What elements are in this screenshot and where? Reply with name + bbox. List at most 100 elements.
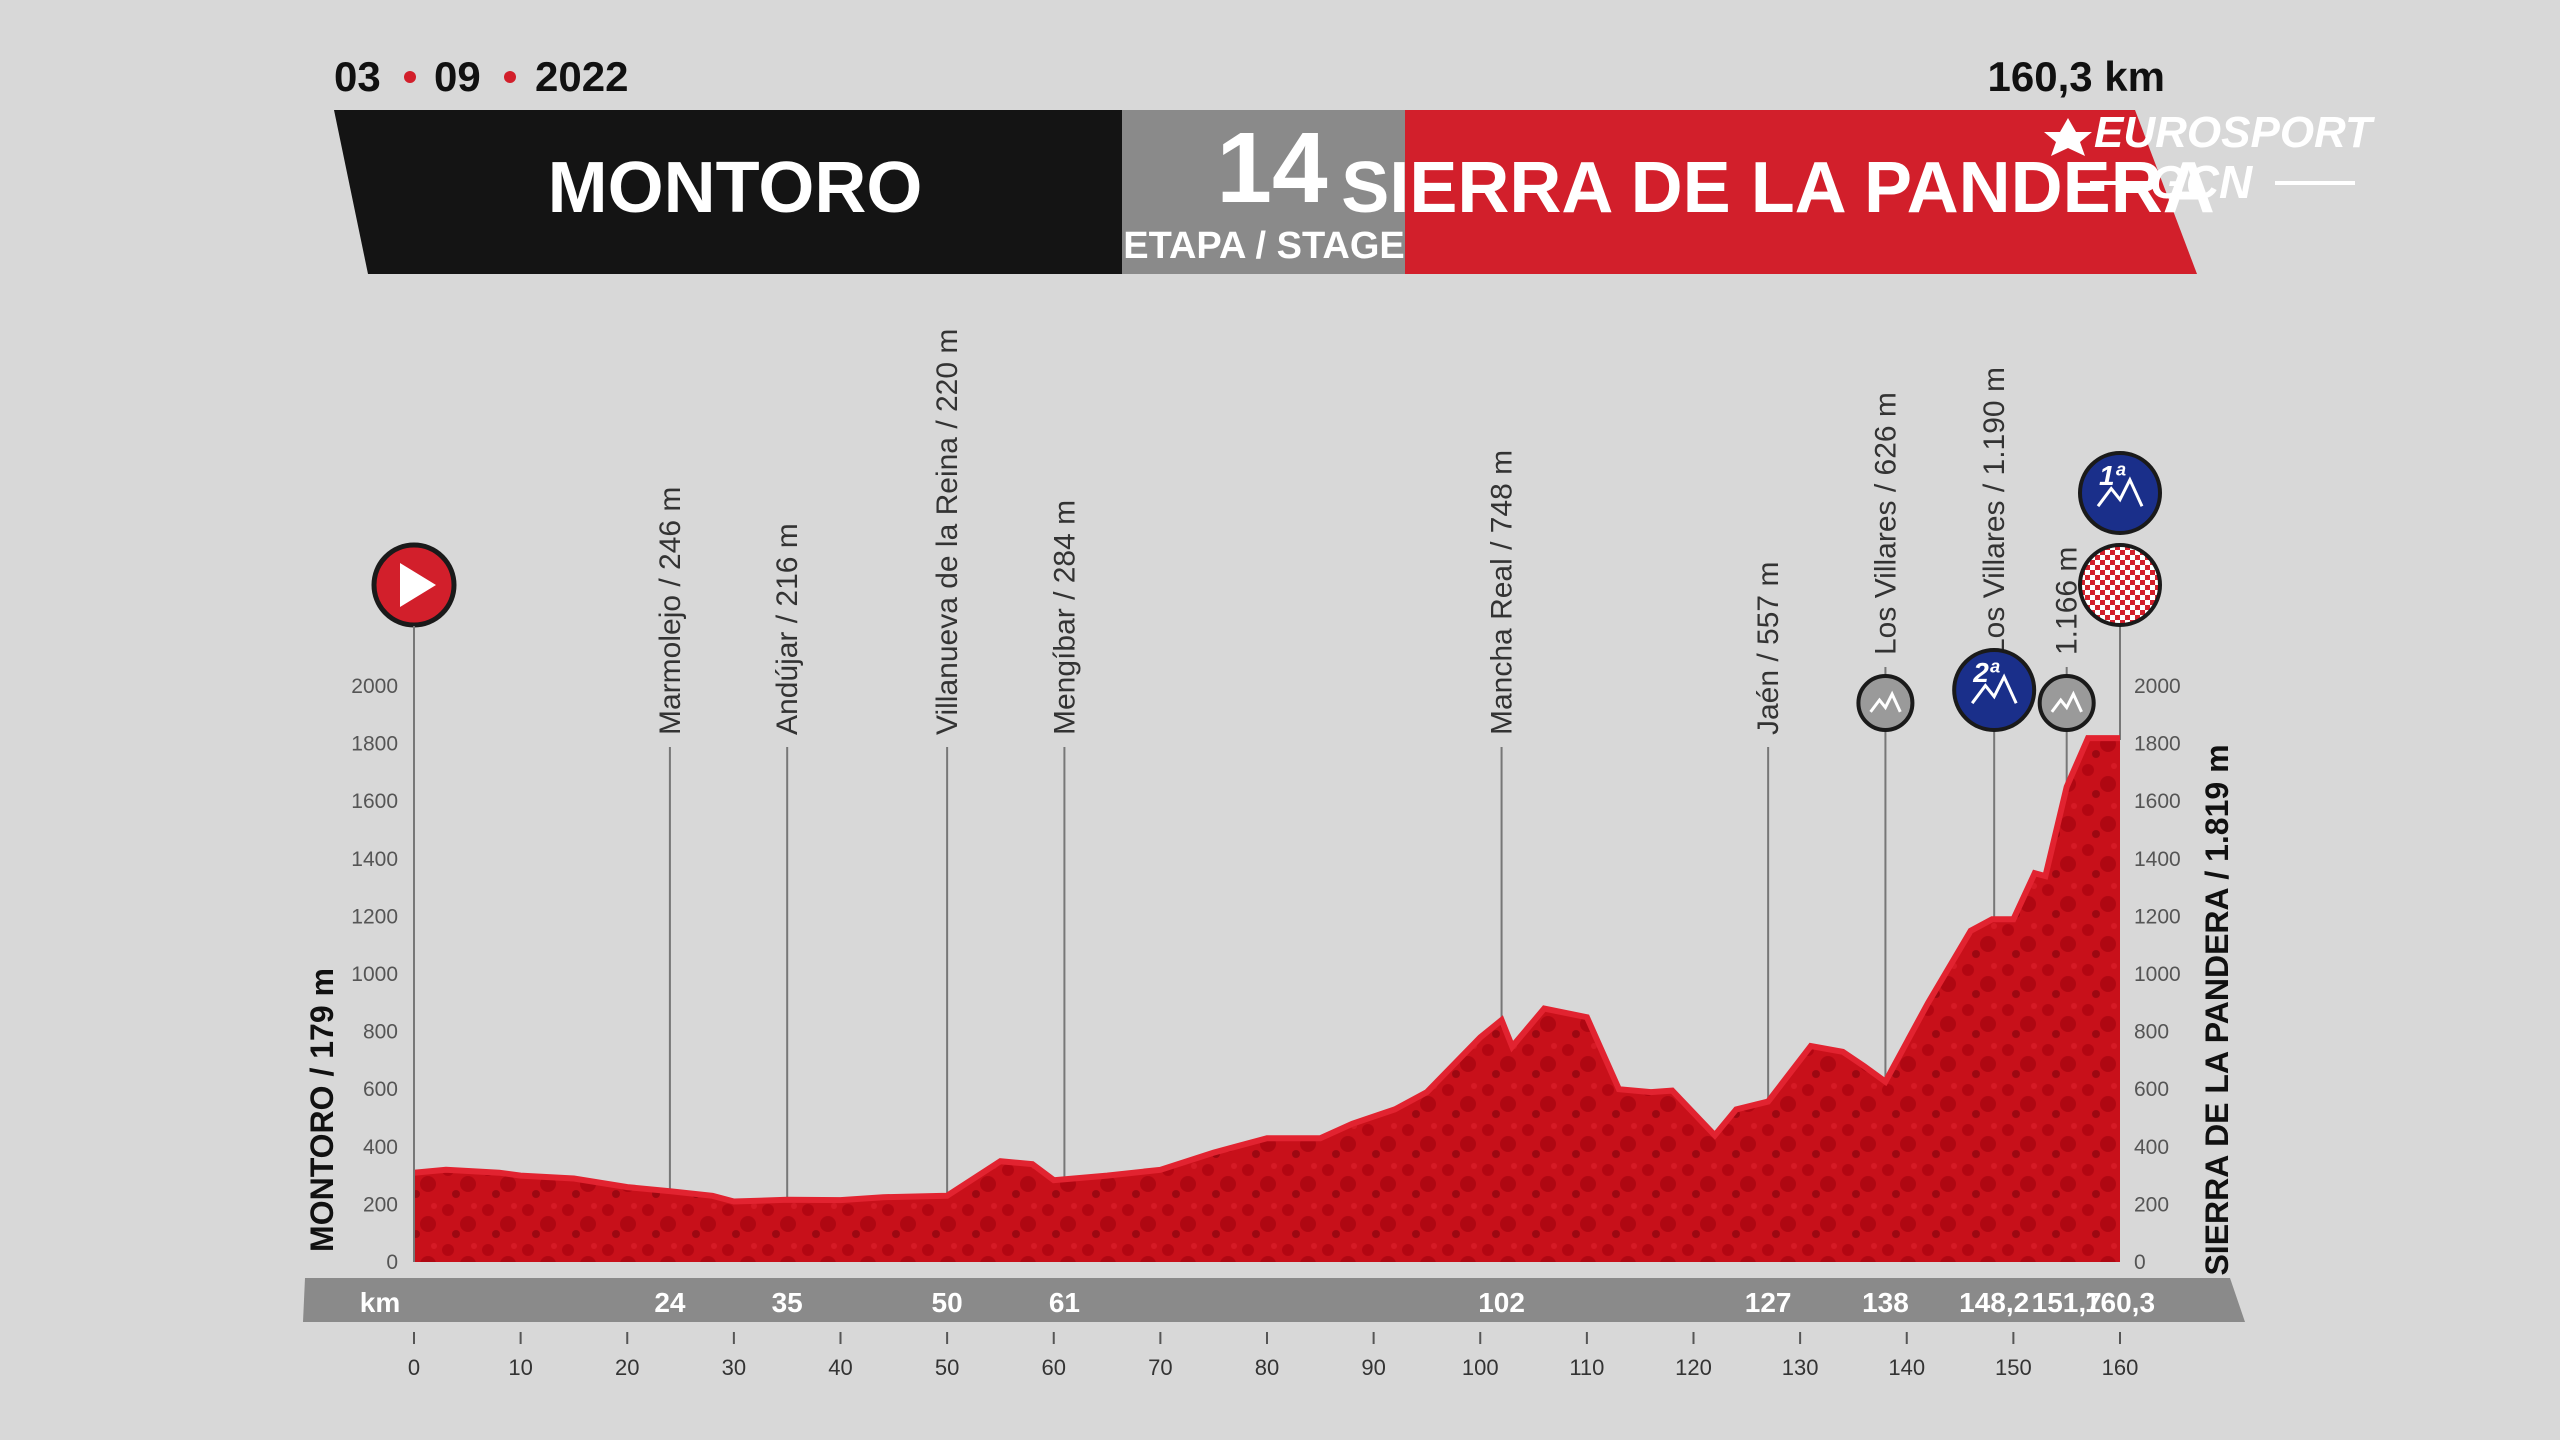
x-tick-label: 160 (2102, 1355, 2139, 1380)
stage-distance: 160,3 km (1988, 53, 2165, 100)
logo-line2: GCN (2150, 156, 2253, 208)
play-icon (371, 542, 457, 628)
marker-label: 1.166 m (2051, 547, 2084, 655)
climb-badges: 2ª 1ª (1856, 451, 2162, 732)
climb-category-label: 1ª (2099, 460, 2126, 491)
x-tick-label: 20 (615, 1355, 639, 1380)
y-tick-label-left: 1000 (351, 963, 398, 986)
x-tick-label: 0 (408, 1355, 420, 1380)
marker-label: Los Villares / 1.190 m (1978, 367, 2011, 655)
mountain-glyph (1970, 673, 2018, 705)
mountain-icon (2037, 674, 2096, 732)
y-tick-label-left: 600 (363, 1078, 398, 1101)
y-tick-label-left: 0 (386, 1251, 398, 1274)
km-band-value: 35 (772, 1287, 803, 1318)
y-tick-label-right: 1000 (2134, 963, 2181, 986)
km-band-label: km (360, 1287, 400, 1318)
marker-label: Villanueva de la Reina / 220 m (931, 329, 964, 735)
finish-elevation-label: SIERRA DE LA PANDERA / 1.819 m (2199, 744, 2235, 1275)
mountain-glyph (1869, 690, 1902, 713)
marker-label: Andújar / 216 m (771, 523, 804, 735)
mountain-icon (2078, 451, 2162, 535)
km-band-value: 151,7 (2032, 1287, 2102, 1318)
climb-category-label: 2ª (1972, 657, 2000, 688)
logo-line1: EUROSPORT (2094, 108, 2375, 157)
km-band-value: 61 (1049, 1287, 1080, 1318)
y-tick-label-right: 1200 (2134, 905, 2181, 928)
y-tick-label-right: 1600 (2134, 790, 2181, 813)
km-band-value: 160,3 (2085, 1287, 2155, 1318)
profile-ridge-line (413, 735, 2120, 1205)
date-month: 09 (434, 53, 481, 100)
y-tick-label-left: 1200 (351, 905, 398, 928)
x-tick-label: 30 (722, 1355, 746, 1380)
marker-label: Los Villares / 626 m (1869, 392, 1902, 655)
x-tick-label: 100 (1462, 1355, 1499, 1380)
marker-label: Jaén / 557 m (1752, 562, 1785, 735)
x-tick-label: 140 (1888, 1355, 1925, 1380)
x-tick-label: 110 (1569, 1355, 1604, 1380)
y-tick-label-left: 800 (363, 1021, 398, 1044)
x-tick-label: 150 (1995, 1355, 2032, 1380)
date-day: 03 (334, 53, 381, 100)
finish-banner (1405, 110, 2197, 274)
y-tick-label-left: 1800 (351, 733, 398, 756)
x-tick-label: 130 (1782, 1355, 1819, 1380)
star-icon (2044, 118, 2092, 156)
stage-number-panel (1122, 110, 1405, 274)
elevation-profile (413, 735, 2120, 1262)
km-band-value: 127 (1745, 1287, 1792, 1318)
finish-town: SIERRA DE LA PANDERA (1341, 148, 2214, 228)
y-tick-label-right: 400 (2134, 1136, 2169, 1159)
elevation-axis: 0 0 200 200 400 400 600 600 800 800 1000 1000 1200 12… (351, 675, 2180, 1274)
date-year: 2022 (535, 53, 628, 100)
y-tick-label-right: 800 (2134, 1021, 2169, 1044)
x-tick-label: 120 (1675, 1355, 1712, 1380)
y-tick-label-right: 0 (2134, 1251, 2146, 1274)
km-band-value: 24 (654, 1287, 686, 1318)
start-elevation-label: MONTORO / 179 m (304, 968, 340, 1252)
x-tick-label: 80 (1255, 1355, 1279, 1380)
km-band (303, 1278, 2245, 1322)
date: 03 09 2022 (334, 53, 628, 100)
y-tick-label-right: 2000 (2134, 675, 2181, 698)
x-tick-label: 70 (1148, 1355, 1172, 1380)
mountain-icon (1856, 674, 1915, 732)
y-tick-label-left: 1600 (351, 790, 398, 813)
profile-area (414, 738, 2120, 1262)
stage-number: 14 (1216, 112, 1328, 224)
x-tick-label: 60 (1042, 1355, 1066, 1380)
x-tick-label: 10 (508, 1355, 532, 1380)
y-tick-label-left: 200 (363, 1193, 398, 1216)
marker-label: Mengíbar / 284 m (1048, 500, 1081, 735)
y-tick-label-left: 2000 (351, 675, 398, 698)
km-band-value: 138 (1862, 1287, 1909, 1318)
start-banner (334, 110, 1122, 274)
checkered-flag-icon (2078, 543, 2162, 627)
distance-axis: 0 10 20 30 40 50 60 70 80 90 100 110 120 130 140 150 160 (408, 1332, 2138, 1380)
mountain-glyph (2050, 690, 2083, 713)
town-markers: Marmolejo / 246 m Andújar / 216 m Villanue… (654, 329, 2121, 1200)
km-band-value: 102 (1478, 1287, 1525, 1318)
date-separator-dot (504, 71, 516, 83)
stage-label: ETAPA / STAGE (1123, 225, 1405, 267)
km-band-value: 50 (932, 1287, 963, 1318)
eurosport-gcn-logo: EUROSPORT GCN (2044, 108, 2375, 208)
mountain-glyph (2096, 476, 2144, 508)
mountain-icon (1952, 648, 2037, 732)
y-tick-label-right: 1800 (2134, 733, 2181, 756)
marker-label: Marmolejo / 246 m (654, 487, 687, 735)
marker-label: Mancha Real / 748 m (1486, 450, 1519, 735)
x-tick-label: 50 (935, 1355, 959, 1380)
km-band-value: 148,2 (1959, 1287, 2029, 1318)
y-tick-label-right: 600 (2134, 1078, 2169, 1101)
y-tick-label-right: 200 (2134, 1193, 2169, 1216)
x-tick-label: 40 (828, 1355, 852, 1380)
start-town: MONTORO (548, 148, 923, 228)
y-tick-label-left: 1400 (351, 848, 398, 871)
date-separator-dot (404, 71, 416, 83)
x-tick-label: 90 (1361, 1355, 1385, 1380)
